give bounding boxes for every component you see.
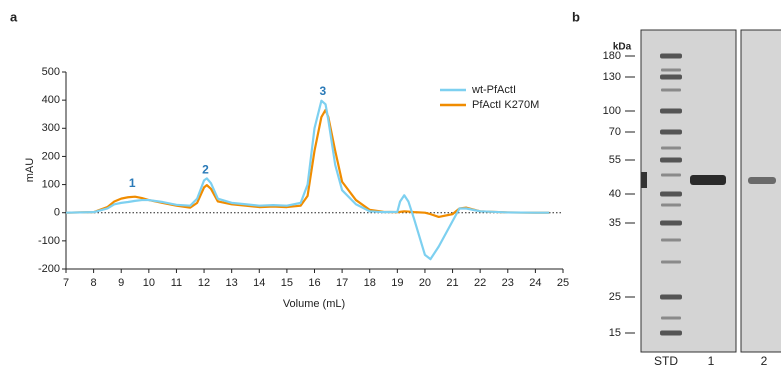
ladder-band <box>661 317 681 320</box>
y-tick-label: 300 <box>42 122 60 134</box>
x-tick-label: 7 <box>63 277 69 289</box>
marker-label: 15 <box>609 327 621 339</box>
legend-label: wt-PfActI <box>471 84 516 96</box>
x-tick-label: 23 <box>502 277 514 289</box>
legend-label: PfActI K270M <box>472 99 539 111</box>
y-axis-label: mAU <box>24 158 36 183</box>
ladder-band <box>660 221 682 226</box>
marker-label: 100 <box>603 105 621 117</box>
ladder-band <box>661 147 681 150</box>
x-tick-label: 25 <box>557 277 569 289</box>
ladder-band <box>661 174 681 177</box>
x-tick-label: 12 <box>198 277 210 289</box>
x-tick-label: 19 <box>391 277 403 289</box>
x-tick-label: 24 <box>529 277 541 289</box>
x-tick-label: 18 <box>364 277 376 289</box>
ladder-band <box>660 54 682 59</box>
x-tick-label: 10 <box>143 277 155 289</box>
x-tick-label: 20 <box>419 277 431 289</box>
marker-label: 55 <box>609 154 621 166</box>
lane-label: 1 <box>708 354 715 368</box>
ladder-band <box>661 89 681 92</box>
marker-label: 130 <box>603 71 621 83</box>
ladder-band <box>660 75 682 80</box>
figure: a b mAU Volume (mL) kDa -200-10001002003… <box>0 0 781 369</box>
x-tick-label: 16 <box>308 277 320 289</box>
x-tick-label: 11 <box>171 277 182 289</box>
series-line <box>66 101 549 259</box>
ladder-band <box>661 69 681 72</box>
ladder-band <box>661 204 681 207</box>
x-tick-label: 22 <box>474 277 486 289</box>
ladder-band <box>660 130 682 135</box>
lane-label: STD <box>654 354 678 368</box>
x-tick-label: 21 <box>446 277 458 289</box>
y-tick-label: 0 <box>54 207 60 219</box>
x-tick-label: 13 <box>226 277 238 289</box>
x-axis-label: Volume (mL) <box>283 298 345 310</box>
marker-label: 25 <box>609 291 621 303</box>
ladder-band <box>660 109 682 114</box>
ladder-band <box>660 158 682 163</box>
peak-label: 1 <box>129 176 136 190</box>
lane-label: 2 <box>761 354 768 368</box>
y-tick-label: 400 <box>42 94 60 106</box>
gel-image <box>641 30 781 352</box>
y-tick-label: 500 <box>42 66 60 78</box>
gel-band <box>748 177 776 184</box>
marker-label: 40 <box>609 188 621 200</box>
x-tick-label: 17 <box>336 277 348 289</box>
x-tick-label: 14 <box>253 277 265 289</box>
x-tick-label: 15 <box>281 277 293 289</box>
marker-label: 35 <box>609 217 621 229</box>
peak-label: 2 <box>202 163 209 177</box>
y-tick-label: -100 <box>38 235 60 247</box>
y-tick-label: 100 <box>42 178 60 190</box>
ladder-band <box>660 295 682 300</box>
x-tick-label: 8 <box>91 277 97 289</box>
ladder-band <box>660 192 682 197</box>
y-tick-label: -200 <box>38 263 60 275</box>
ladder-band <box>661 261 681 264</box>
gel-band <box>641 172 647 188</box>
y-tick-label: 200 <box>42 150 60 162</box>
gel-panel <box>641 30 736 352</box>
ladder-band <box>661 239 681 242</box>
ladder-band <box>660 331 682 336</box>
marker-label: 70 <box>609 126 621 138</box>
gel-band <box>690 175 726 185</box>
x-tick-label: 9 <box>118 277 124 289</box>
gel-panel <box>741 30 781 352</box>
panel-label: b <box>572 9 580 24</box>
panel-label: a <box>10 9 18 24</box>
marker-label: 180 <box>603 50 621 62</box>
peak-label: 3 <box>319 84 326 98</box>
